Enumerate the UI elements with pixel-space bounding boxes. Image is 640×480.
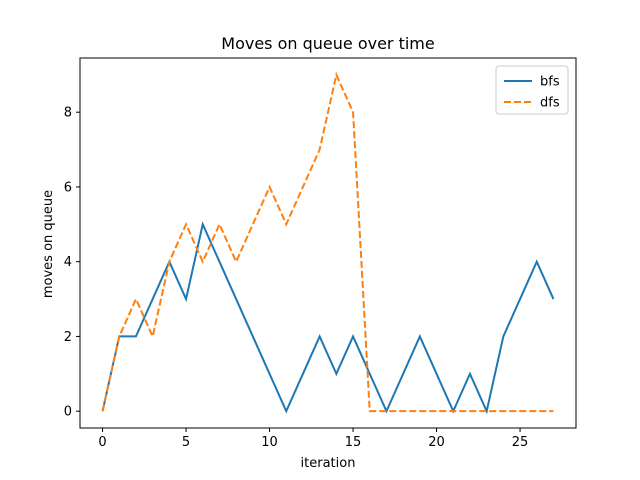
series-line-dfs: [101, 71, 554, 413]
plot-area: 0 5 10 15 20 25 0 2 4 6 8: [64, 57, 577, 450]
chart-title: Moves on queue over time: [221, 34, 434, 53]
y-tick-label: 4: [64, 255, 72, 270]
axes-frame: [79, 57, 577, 429]
legend-label-dfs: dfs: [540, 96, 560, 111]
x-tick-label: 25: [512, 435, 529, 450]
y-tick-label: 6: [64, 180, 72, 195]
x-tick-label: 10: [261, 435, 278, 450]
series-line-bfs: [101, 221, 555, 415]
y-tick-label: 8: [64, 106, 72, 121]
x-tick-label: 0: [98, 435, 106, 450]
x-tick-label: 20: [428, 435, 445, 450]
x-axis-label: iteration: [301, 456, 356, 471]
y-tick-label: 2: [64, 330, 72, 345]
legend-label-bfs: bfs: [540, 75, 560, 90]
legend: bfs dfs: [495, 65, 569, 115]
y-tick-label: 0: [64, 405, 72, 420]
x-tick-label: 15: [345, 435, 362, 450]
y-axis-label: moves on queue: [41, 190, 56, 298]
x-tick-label: 5: [182, 435, 190, 450]
